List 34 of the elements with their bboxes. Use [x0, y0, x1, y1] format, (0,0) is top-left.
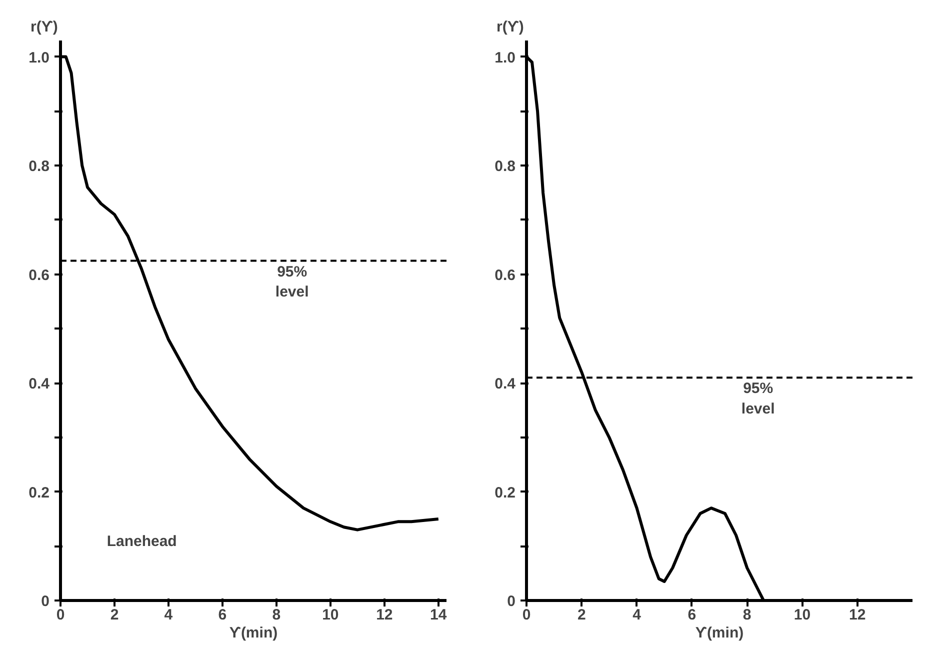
- annotation: Lanehead: [106, 533, 177, 550]
- y-axis-title: r(ϒ): [496, 18, 524, 36]
- x-tick-label: 6: [218, 606, 227, 624]
- x-tick-label: 8: [272, 606, 281, 624]
- y-tick-label: 0.6: [28, 266, 50, 284]
- x-tick-label: 4: [164, 606, 174, 624]
- ref-line-label: 95% level: [275, 263, 309, 301]
- y-tick-label: 1.0: [494, 49, 516, 66]
- x-tick-label: 2: [577, 606, 586, 624]
- x-tick-label: 14: [430, 606, 448, 624]
- y-tick-label: 0: [41, 593, 50, 610]
- ref-line-label: 95% level: [741, 380, 775, 418]
- x-tick-label: 10: [322, 606, 339, 624]
- y-axis-title: r(ϒ): [30, 18, 58, 36]
- x-tick-label: 2: [110, 606, 119, 624]
- x-tick-label: 0: [522, 606, 531, 624]
- y-tick-label: 0.6: [494, 266, 516, 284]
- x-tick-label: 6: [688, 606, 696, 624]
- x-axis-title: ϒ(min): [695, 624, 744, 642]
- y-tick-label: 0.2: [494, 484, 516, 502]
- x-tick-label: 10: [794, 606, 811, 624]
- x-tick-label: 12: [376, 606, 393, 624]
- y-tick-label: 1.0: [28, 49, 50, 66]
- y-tick-label: 0.2: [28, 484, 50, 502]
- y-tick-label: 0.4: [494, 376, 516, 393]
- x-tick-label: 12: [849, 606, 866, 624]
- y-tick-label: 0.8: [28, 158, 50, 176]
- y-tick-label: 0.8: [494, 158, 516, 176]
- x-tick-label: 8: [742, 606, 752, 624]
- x-axis-title: ϒ(min): [229, 624, 278, 642]
- x-tick-label: 0: [56, 606, 65, 624]
- y-tick-label: 0: [507, 593, 516, 610]
- y-tick-label: 0.4: [28, 376, 50, 393]
- x-tick-label: 4: [632, 606, 642, 624]
